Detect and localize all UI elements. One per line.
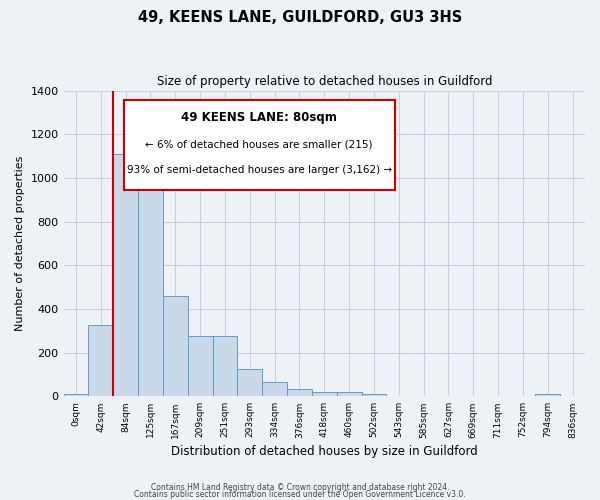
- Title: Size of property relative to detached houses in Guildford: Size of property relative to detached ho…: [157, 75, 492, 88]
- Bar: [312, 392, 337, 396]
- Text: ← 6% of detached houses are smaller (215): ← 6% of detached houses are smaller (215…: [145, 140, 373, 150]
- Bar: [64, 394, 88, 396]
- Bar: [337, 392, 362, 396]
- Bar: [238, 369, 262, 396]
- Bar: [138, 190, 163, 396]
- Bar: [88, 326, 113, 396]
- Bar: [362, 394, 386, 396]
- Text: Contains public sector information licensed under the Open Government Licence v3: Contains public sector information licen…: [134, 490, 466, 499]
- Bar: [262, 382, 287, 396]
- Bar: [287, 388, 312, 396]
- Y-axis label: Number of detached properties: Number of detached properties: [15, 156, 25, 331]
- X-axis label: Distribution of detached houses by size in Guildford: Distribution of detached houses by size …: [171, 444, 478, 458]
- Bar: [113, 154, 138, 396]
- Bar: [163, 296, 188, 396]
- Text: 49 KEENS LANE: 80sqm: 49 KEENS LANE: 80sqm: [181, 112, 337, 124]
- Text: 93% of semi-detached houses are larger (3,162) →: 93% of semi-detached houses are larger (…: [127, 165, 392, 175]
- Bar: [212, 336, 238, 396]
- Bar: [535, 394, 560, 396]
- FancyBboxPatch shape: [124, 100, 395, 190]
- Text: 49, KEENS LANE, GUILDFORD, GU3 3HS: 49, KEENS LANE, GUILDFORD, GU3 3HS: [138, 10, 462, 25]
- Bar: [188, 336, 212, 396]
- Text: Contains HM Land Registry data © Crown copyright and database right 2024.: Contains HM Land Registry data © Crown c…: [151, 484, 449, 492]
